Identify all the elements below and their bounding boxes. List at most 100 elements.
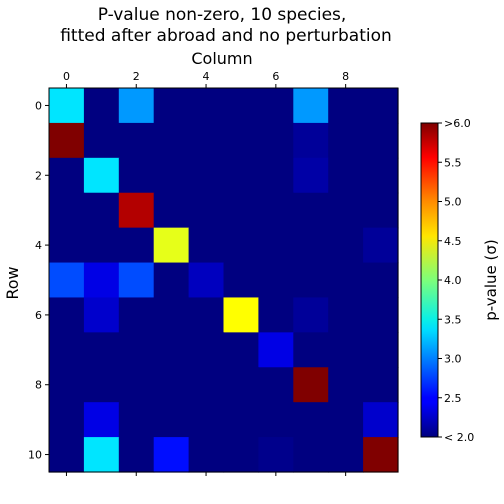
heatmap-cell-r3-c9 (363, 192, 399, 229)
heatmap-cell-r3-c8 (328, 192, 364, 229)
heatmap-cell-r5-c8 (328, 262, 364, 299)
heatmap-cells (49, 88, 399, 473)
heatmap-cell-r6-c7 (293, 297, 329, 333)
heatmap-cell-r4-c1 (83, 227, 120, 264)
x-tick-label: 0 (63, 70, 70, 83)
heatmap-cell-r5-c1 (83, 262, 120, 299)
heatmap-cell-r1-c4 (188, 122, 225, 159)
heatmap-cell-r5-c0 (49, 262, 85, 299)
heatmap-cell-r5-c6 (258, 262, 294, 299)
heatmap-cell-r5-c2 (118, 262, 155, 299)
heatmap-cell-r6-c5 (223, 297, 259, 333)
heatmap-cell-r5-c5 (223, 262, 259, 299)
y-tick-label: 10 (28, 449, 42, 462)
heatmap-cell-r1-c7 (293, 122, 329, 159)
heatmap-cell-r9-c8 (328, 402, 364, 438)
heatmap-cell-r9-c0 (49, 402, 85, 438)
heatmap-cell-r0-c5 (223, 88, 259, 124)
heatmap-cell-r9-c9 (363, 402, 399, 438)
heatmap-cell-r0-c7 (293, 88, 329, 124)
colorbar-tick-label: 3.5 (444, 313, 462, 326)
heatmap-cell-r5-c3 (153, 262, 190, 299)
heatmap-cell-r10-c3 (153, 437, 190, 473)
heatmap-cell-r6-c4 (188, 297, 225, 333)
heatmap-cell-r9-c2 (118, 402, 155, 438)
heatmap-cell-r1-c8 (328, 122, 364, 159)
heatmap-cell-r7-c2 (118, 332, 155, 368)
heatmap-cell-r2-c1 (83, 157, 120, 194)
heatmap-cell-r8-c3 (153, 367, 190, 403)
heatmap-cell-r0-c1 (83, 88, 120, 124)
y-tick-label: 6 (35, 309, 42, 322)
heatmap-cell-r10-c9 (363, 437, 399, 473)
heatmap-cell-r2-c5 (223, 157, 259, 194)
heatmap-cell-r3-c5 (223, 192, 259, 229)
colorbar-tick-label: 5.0 (444, 196, 462, 209)
heatmap-cell-r7-c5 (223, 332, 259, 368)
heatmap-cell-r2-c4 (188, 157, 225, 194)
x-tick-label: 8 (342, 70, 349, 83)
heatmap-cell-r2-c8 (328, 157, 364, 194)
heatmap-cell-r7-c0 (49, 332, 85, 368)
heatmap-cell-r0-c4 (188, 88, 225, 124)
heatmap-cell-r4-c8 (328, 227, 364, 264)
colorbar-label: p-value (σ) (482, 239, 500, 320)
heatmap-cell-r3-c6 (258, 192, 294, 229)
y-axis-label: Row (3, 266, 22, 299)
heatmap-cell-r0-c8 (328, 88, 364, 124)
heatmap-cell-r9-c1 (83, 402, 120, 438)
heatmap-cell-r7-c8 (328, 332, 364, 368)
heatmap-cell-r4-c3 (153, 227, 190, 264)
colorbar-tick-label: < 2.0 (444, 431, 474, 444)
heatmap-cell-r4-c7 (293, 227, 329, 264)
heatmap-cell-r1-c6 (258, 122, 294, 159)
colorbar-tick-label: 5.5 (444, 156, 462, 169)
x-tick-label: 6 (272, 70, 279, 83)
y-tick-label: 4 (35, 239, 42, 252)
heatmap-cell-r8-c6 (258, 367, 294, 403)
y-ticks: 0 2 4 6 8 10 (28, 99, 49, 462)
heatmap-cell-r8-c7 (293, 367, 329, 403)
heatmap-cell-r5-c4 (188, 262, 225, 299)
heatmap-cell-r7-c4 (188, 332, 225, 368)
heatmap-cell-r9-c5 (223, 402, 259, 438)
heatmap-cell-r10-c2 (118, 437, 155, 473)
heatmap-cell-r2-c3 (153, 157, 190, 194)
heatmap-cell-r7-c9 (363, 332, 399, 368)
heatmap-cell-r6-c3 (153, 297, 190, 333)
heatmap-cell-r0-c0 (49, 88, 85, 124)
heatmap-cell-r10-c4 (188, 437, 225, 473)
heatmap-cell-r1-c0 (49, 122, 85, 159)
heatmap-cell-r1-c3 (153, 122, 190, 159)
heatmap-cell-r4-c5 (223, 227, 259, 264)
heatmap-cell-r2-c0 (49, 157, 85, 194)
heatmap-cell-r6-c0 (49, 297, 85, 333)
x-tick-label: 4 (203, 70, 210, 83)
heatmap-cell-r6-c1 (83, 297, 120, 333)
heatmap-cell-r6-c6 (258, 297, 294, 333)
heatmap-cell-r4-c0 (49, 227, 85, 264)
heatmap-cell-r3-c7 (293, 192, 329, 229)
colorbar-tick-label: 2.5 (444, 392, 462, 405)
y-tick-label: 0 (35, 99, 42, 112)
heatmap-cell-r4-c4 (188, 227, 225, 264)
x-ticks: 0 2 4 6 8 (63, 70, 349, 476)
heatmap-cell-r1-c1 (83, 122, 120, 159)
heatmap-cell-r7-c7 (293, 332, 329, 368)
heatmap-cell-r7-c3 (153, 332, 190, 368)
heatmap-cell-r3-c0 (49, 192, 85, 229)
heatmap-cell-r8-c4 (188, 367, 225, 403)
colorbar-ticks: < 2.0 2.5 3.0 3.5 4.0 4.5 5.0 5.5 >6.0 (438, 117, 474, 444)
colorbar-tick-label: 3.0 (444, 353, 462, 366)
heatmap-cell-r4-c9 (363, 227, 399, 264)
heatmap-cell-r2-c2 (118, 157, 155, 194)
heatmap-cell-r0-c9 (363, 88, 399, 124)
plot-frame (48, 87, 399, 473)
heatmap-cell-r3-c2 (118, 192, 155, 229)
heatmap-cell-r5-c9 (363, 262, 399, 299)
heatmap-cell-r10-c0 (49, 437, 85, 473)
heatmap-cell-r8-c2 (118, 367, 155, 403)
heatmap-cell-r1-c5 (223, 122, 259, 159)
heatmap-cell-r0-c3 (153, 88, 190, 124)
heatmap-cell-r3-c1 (83, 192, 120, 229)
